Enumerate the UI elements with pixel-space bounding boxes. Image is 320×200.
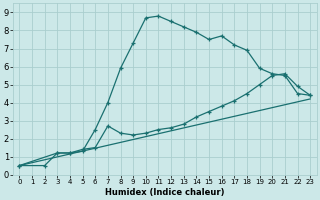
X-axis label: Humidex (Indice chaleur): Humidex (Indice chaleur) (105, 188, 225, 197)
